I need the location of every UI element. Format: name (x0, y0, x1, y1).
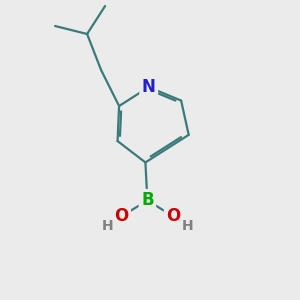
Text: O: O (166, 207, 181, 225)
Text: H: H (102, 219, 113, 233)
Text: N: N (142, 78, 156, 96)
Text: O: O (114, 207, 128, 225)
Text: H: H (182, 219, 193, 233)
Text: B: B (141, 191, 154, 209)
